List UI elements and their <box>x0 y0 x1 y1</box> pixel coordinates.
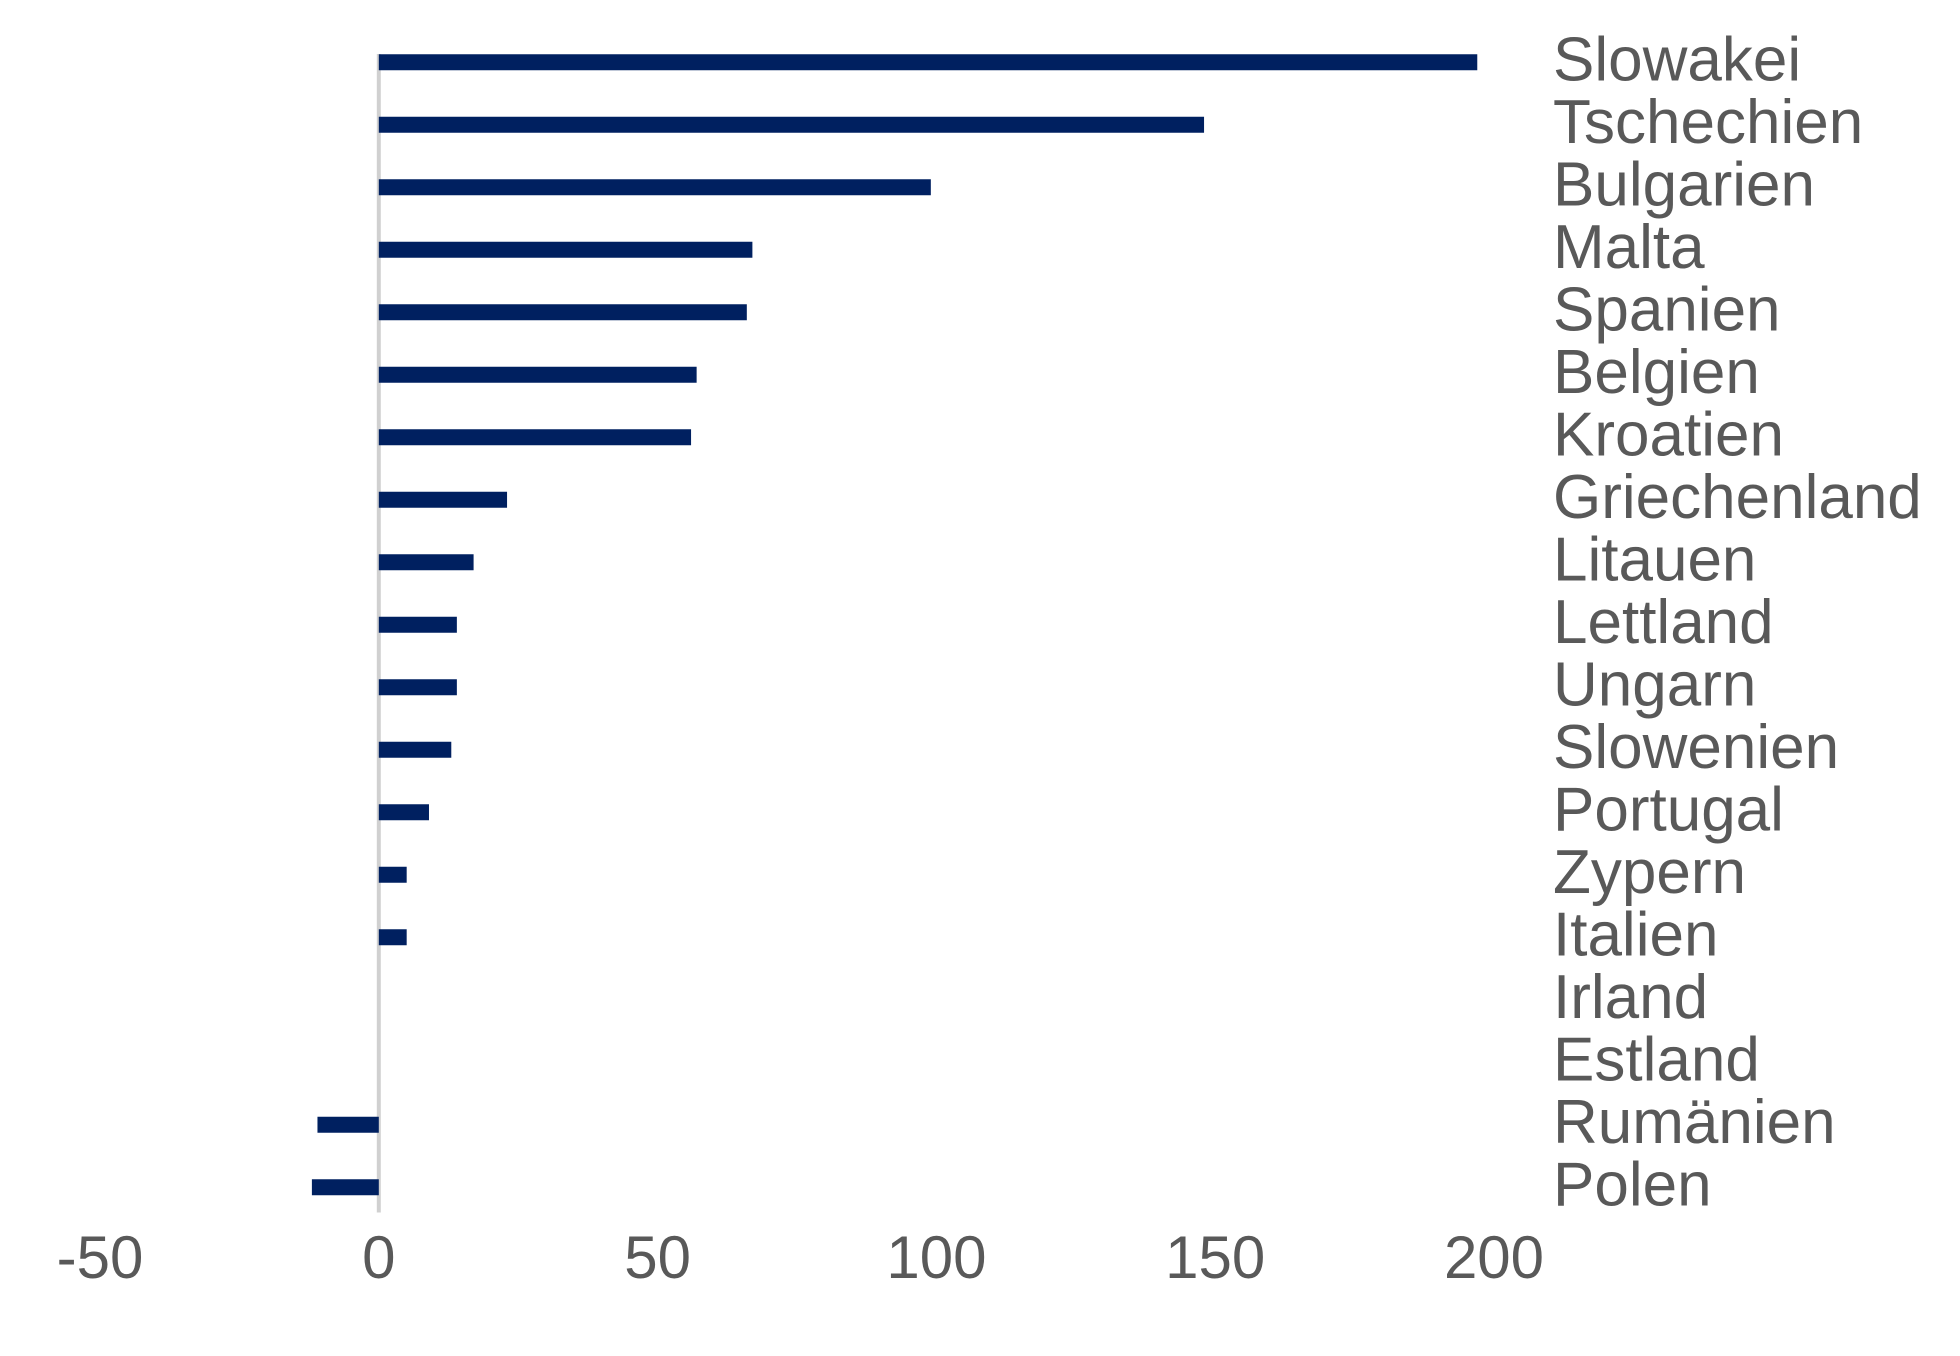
category-label: Tschechien <box>1553 88 1863 157</box>
bar <box>378 741 452 758</box>
category-label: Portugal <box>1553 776 1784 845</box>
x-tick-label: 100 <box>886 1224 986 1291</box>
bar <box>378 929 407 946</box>
x-tick-label: 150 <box>1165 1224 1265 1291</box>
category-label: Ungarn <box>1553 651 1756 720</box>
bar <box>378 679 457 696</box>
category-label: Griechenland <box>1553 463 1922 532</box>
bar <box>378 304 747 321</box>
category-label: Estland <box>1553 1026 1760 1095</box>
bar <box>378 241 753 258</box>
bar <box>378 54 1478 71</box>
bar <box>378 179 931 196</box>
x-tick-label: 200 <box>1444 1224 1544 1291</box>
category-label: Italien <box>1553 901 1718 970</box>
bar <box>378 491 508 508</box>
bar <box>378 429 692 446</box>
bar <box>378 616 457 633</box>
category-label: Zypern <box>1553 838 1746 907</box>
category-label: Litauen <box>1553 526 1756 595</box>
category-label: Belgien <box>1553 338 1760 407</box>
bar <box>378 554 474 571</box>
category-label: Slowenien <box>1553 713 1839 782</box>
category-label: Bulgarien <box>1553 151 1815 220</box>
category-label: Malta <box>1553 213 1705 282</box>
bar <box>378 116 1205 133</box>
category-label: Polen <box>1553 1151 1712 1220</box>
category-label: Rumänien <box>1553 1088 1836 1157</box>
category-label: Kroatien <box>1553 401 1784 470</box>
category-label: Slowakei <box>1553 26 1801 95</box>
x-tick-label: -50 <box>57 1224 144 1291</box>
category-label: Spanien <box>1553 276 1781 345</box>
x-tick-label: 0 <box>362 1224 395 1291</box>
x-tick-label: 50 <box>624 1224 691 1291</box>
bar <box>317 1116 379 1133</box>
bar <box>378 366 697 383</box>
category-label: Irland <box>1553 963 1708 1032</box>
bar <box>378 866 407 883</box>
bar <box>378 804 429 821</box>
bar <box>311 1179 379 1196</box>
category-label: Lettland <box>1553 588 1774 657</box>
